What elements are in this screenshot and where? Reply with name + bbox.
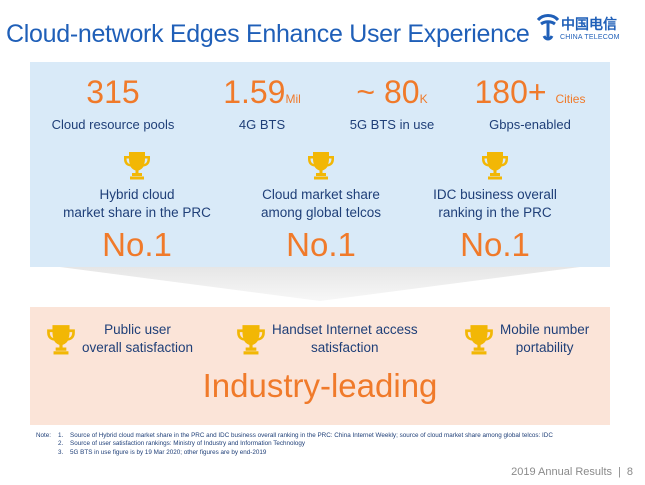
lead-item-handset-internet: Handset Internet access satisfaction	[236, 321, 418, 357]
page-number: 8	[626, 466, 633, 478]
trophy-icon	[236, 323, 266, 355]
award-line2: among global telcos	[260, 205, 382, 220]
lead-line2: satisfaction	[311, 340, 379, 355]
award-rank: No.1	[460, 226, 530, 263]
lead-line1: Public user	[104, 322, 171, 337]
logo-text-cn: 中国电信	[561, 17, 617, 33]
trophy-icon	[123, 150, 151, 180]
down-chevron-arrow	[60, 267, 580, 301]
note-item: 1. Source of Hybrid cloud market share in…	[58, 432, 553, 439]
award-line1: Hybrid cloud	[99, 187, 175, 202]
industry-leading-label: Industry-leading	[202, 367, 438, 404]
note-item: 3. 5G BTS in use figure is by 19 Mar 2020…	[58, 448, 267, 456]
metric-unit: Mil	[285, 92, 301, 106]
award-cloud-share-telcos: Cloud market share among global telcos No…	[236, 150, 406, 264]
award-line1: IDC business overall	[433, 187, 557, 202]
lead-item-public-satisfaction: Public user overall satisfaction	[46, 321, 193, 357]
trophy-icon	[46, 323, 76, 355]
award-line2: market share in the PRC	[63, 205, 211, 220]
telecom-logo-icon	[536, 14, 560, 41]
lead-line2: portability	[515, 340, 574, 355]
china-telecom-logo: 中国电信 CHINA TELECOM	[535, 10, 630, 50]
lead-line2: overall satisfaction	[82, 340, 194, 355]
award-rank: No.1	[102, 226, 172, 263]
metric-label: Cloud resource pools	[51, 117, 175, 132]
metric-unit: Cities	[555, 92, 586, 106]
logo-text-en: CHINA TELECOM	[560, 34, 620, 41]
lead-line1: Mobile number	[500, 322, 590, 337]
metric-gbps-cities: 180+ Cities Gbps-enabled	[460, 74, 600, 132]
industry-leading-panel: Public user overall satisfaction Handset …	[30, 307, 610, 425]
notes-heading: Note:	[36, 432, 52, 439]
award-hybrid-cloud: Hybrid cloud market share in the PRC No.1	[52, 150, 222, 264]
lead-line1: Handset Internet access	[272, 322, 418, 337]
metric-4g-bts: 1.59Mil 4G BTS	[202, 74, 322, 132]
trophy-icon	[481, 150, 509, 180]
metric-value: 315	[86, 74, 140, 110]
award-idc-ranking: IDC business overall ranking in the PRC N…	[410, 150, 580, 264]
metric-value: ~ 80	[356, 74, 420, 110]
trophy-icon	[464, 323, 494, 355]
lead-item-number-portability: Mobile number portability	[464, 321, 589, 357]
metric-value: 180+	[474, 74, 547, 110]
metric-value: 1.59	[223, 74, 286, 110]
award-rank: No.1	[286, 226, 356, 263]
award-line2: ranking in the PRC	[438, 205, 552, 220]
footer-separator: |	[618, 466, 621, 478]
footer-title: 2019 Annual Results	[511, 466, 613, 478]
metric-5g-bts: ~ 80K 5G BTS in use	[332, 74, 452, 132]
award-line1: Cloud market share	[262, 187, 380, 202]
metric-label: 5G BTS in use	[349, 117, 435, 132]
metric-label: Gbps-enabled	[489, 117, 571, 132]
metric-unit: K	[419, 92, 428, 106]
network-metrics-panel: 315 Cloud resource pools 1.59Mil 4G BTS …	[30, 62, 610, 267]
note-item: 2. Source of user satisfaction rankings: …	[58, 440, 306, 448]
metric-resource-pools: 315 Cloud resource pools	[48, 74, 178, 132]
metric-label: 4G BTS	[238, 117, 286, 132]
page-title: Cloud-network Edges Enhance User Experie…	[6, 20, 530, 48]
trophy-icon	[307, 150, 335, 180]
page-footer: 2019 Annual Results | 8	[511, 466, 633, 478]
